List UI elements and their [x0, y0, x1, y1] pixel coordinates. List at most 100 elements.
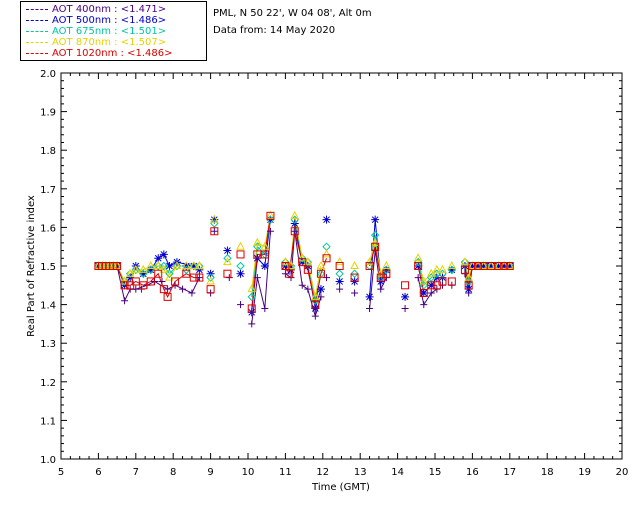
data-point-triangle — [460, 257, 470, 266]
data-point-square — [113, 262, 122, 270]
data-point-diamond — [131, 265, 141, 275]
data-point-triangle — [181, 260, 191, 269]
data-point-plus — [253, 274, 261, 282]
data-point-star — [401, 292, 410, 301]
data-point-plus — [298, 281, 306, 289]
data-point-plus — [237, 301, 245, 309]
data-point-square — [281, 262, 290, 270]
data-point-square — [322, 254, 331, 263]
data-point-plus — [401, 304, 409, 312]
data-point-diamond — [335, 269, 344, 278]
data-point-star — [146, 265, 155, 274]
data-point-triangle — [120, 276, 129, 285]
data-point-star — [159, 250, 168, 259]
data-date-text: Data from: 14 May 2020 — [213, 25, 336, 36]
y-tick-label: 1.3 — [40, 339, 56, 350]
data-point-star — [427, 281, 436, 290]
x-tick-label: 18 — [541, 467, 554, 478]
series-line-0 — [369, 250, 387, 309]
axes-layer — [60, 72, 623, 460]
data-point-square — [464, 281, 473, 290]
x-tick-label: 15 — [429, 467, 442, 478]
data-point-square — [260, 250, 269, 259]
legend-entry-675nm: AOT 675nm : <1.501> — [26, 26, 166, 37]
data-point-diamond — [159, 261, 169, 271]
legend-entry-400nm: AOT 400nm : <1.471> — [26, 4, 166, 15]
data-point-triangle — [322, 249, 331, 258]
y-tick-label: 1.7 — [40, 185, 56, 196]
x-tick-label: 6 — [95, 467, 101, 478]
x-tick-label: 17 — [503, 467, 516, 478]
y-tick-label: 1.8 — [40, 146, 56, 157]
y-tick-label: 1.6 — [40, 223, 56, 234]
data-point-triangle — [159, 264, 169, 273]
data-point-diamond — [206, 273, 215, 282]
data-point-triangle — [195, 260, 204, 269]
data-point-square — [154, 269, 163, 278]
data-point-star — [335, 277, 344, 286]
data-point-square — [438, 277, 447, 286]
data-point-triangle — [165, 272, 174, 281]
y-tick-label: 1.5 — [40, 262, 56, 273]
data-point-triangle — [316, 260, 326, 269]
data-point-star — [505, 262, 514, 270]
data-point-square — [311, 300, 320, 309]
data-point-plus — [179, 285, 187, 293]
data-point-plus — [351, 289, 359, 297]
data-point-plus — [188, 289, 196, 297]
data-point-star — [189, 262, 198, 270]
data-point-square — [335, 262, 344, 270]
data-point-diamond — [189, 261, 198, 271]
data-point-diamond — [281, 257, 290, 267]
data-point-triangle — [153, 260, 163, 269]
data-point-triangle — [206, 276, 215, 285]
data-point-diamond — [195, 261, 204, 271]
legend-entry-500nm: AOT 500nm : <1.486> — [26, 15, 166, 26]
data-point-square — [427, 281, 436, 290]
data-point-square — [171, 277, 180, 286]
y-tick-label: 1.1 — [40, 416, 56, 427]
data-point-triangle — [281, 257, 290, 266]
data-point-square — [414, 262, 423, 270]
data-point-square — [371, 242, 380, 251]
data-point-star — [316, 285, 325, 294]
data-point-plus — [210, 227, 218, 235]
data-point-triangle — [297, 253, 307, 262]
data-point-star — [474, 262, 483, 270]
x-tick-label: 13 — [354, 467, 367, 478]
legend-entry-870nm: AOT 870nm : <1.507> — [26, 37, 166, 48]
data-point-star — [223, 246, 232, 255]
legend: AOT 400nm : <1.471> AOT 500nm : <1.486> … — [20, 1, 207, 61]
data-point-star — [419, 289, 428, 298]
data-point-square — [505, 262, 514, 270]
data-point-plus — [158, 277, 166, 285]
data-point-triangle — [266, 210, 275, 219]
data-point-square — [468, 262, 477, 270]
data-point-square — [146, 277, 155, 286]
data-point-square — [210, 227, 219, 236]
data-point-triangle — [172, 260, 182, 269]
data-point-diamond — [120, 277, 129, 286]
legend-swatch — [26, 52, 48, 54]
data-point-plus — [261, 304, 269, 312]
tick-labels-layer: 5 6 7 8 9 10 11 12 13 14 15 16 17 18 19 20 1.0 1.1 1.2 1.3 1… — [40, 69, 628, 478]
data-point-square — [247, 304, 256, 313]
data-point-plus — [248, 320, 256, 328]
data-point-triangle — [138, 264, 148, 273]
y-tick-label: 1.0 — [40, 455, 56, 466]
data-point-square — [206, 285, 215, 294]
data-point-diamond — [298, 254, 307, 263]
data-point-triangle — [365, 257, 374, 266]
data-point-square — [195, 273, 204, 282]
x-axis-label: Time (GMT) — [311, 482, 370, 493]
data-point-triangle — [370, 237, 380, 246]
legend-label: AOT 870nm : <1.507> — [52, 37, 167, 48]
data-point-square — [419, 289, 428, 298]
data-point-star — [322, 215, 331, 224]
legend-entry-1020nm: AOT 1020nm : <1.486> — [26, 48, 172, 59]
data-point-triangle — [432, 264, 442, 273]
data-point-square — [303, 265, 312, 274]
x-tick-label: 20 — [616, 467, 629, 478]
